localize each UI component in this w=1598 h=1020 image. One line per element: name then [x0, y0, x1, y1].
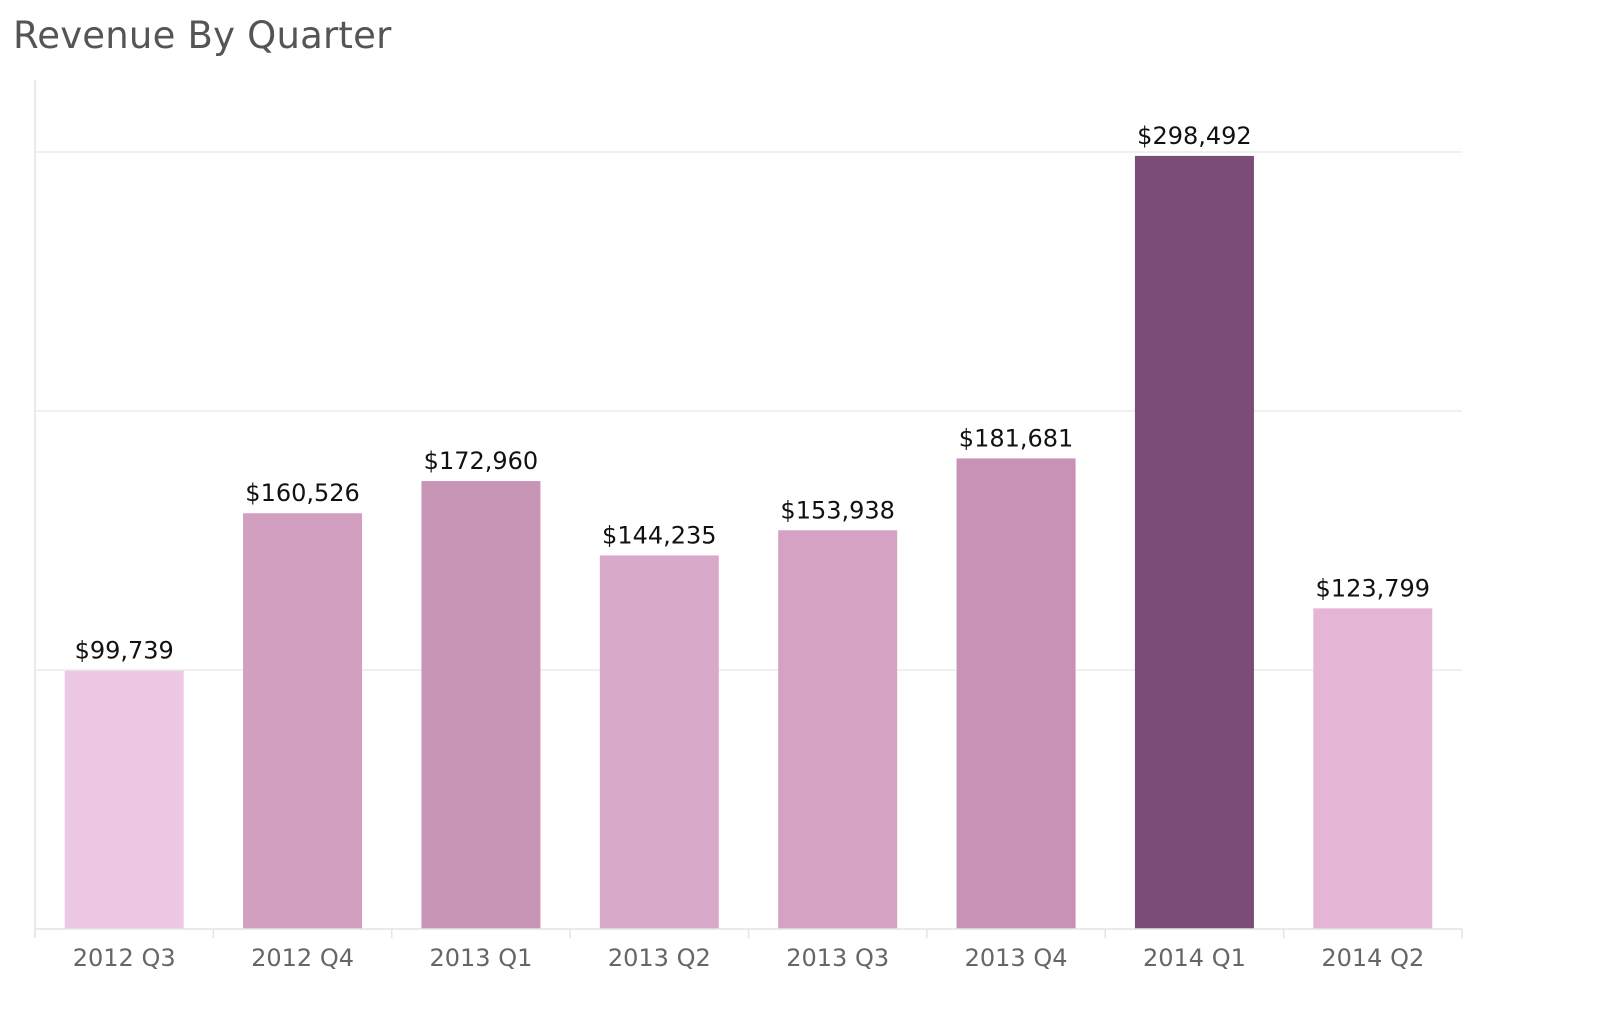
bar-2013-q1[interactable] [421, 481, 541, 929]
x-tick-label: 2012 Q4 [251, 944, 354, 972]
bar-2014-q1[interactable] [1134, 155, 1254, 930]
value-label: $160,526 [245, 479, 360, 507]
x-tick-label: 2013 Q2 [608, 944, 711, 972]
value-label: $172,960 [424, 447, 539, 475]
value-label: $153,938 [780, 496, 895, 524]
value-label: $99,739 [75, 637, 174, 665]
value-label: $144,235 [602, 521, 717, 549]
value-label: $181,681 [959, 424, 1074, 452]
value-labels: $99,739 $160,526 $172,960 $144,235 $153,938 $… [75, 122, 1431, 665]
bar-2013-q2[interactable] [599, 555, 719, 929]
x-axis: 2012 Q3 2012 Q4 2013 Q1 2013 Q2 2013 Q3 2013 … [34, 928, 1463, 972]
bar-2013-q4[interactable] [956, 458, 1076, 929]
value-label: $298,492 [1137, 122, 1252, 150]
bars [64, 155, 1433, 930]
x-tick-label: 2014 Q2 [1321, 944, 1424, 972]
bar-2013-q3[interactable] [778, 530, 898, 929]
x-tick-label: 2013 Q1 [430, 944, 533, 972]
bar-2012-q3[interactable] [64, 670, 184, 929]
x-tick-label: 2013 Q4 [965, 944, 1068, 972]
chart-title: Revenue By Quarter [13, 14, 392, 57]
x-tick-label: 2013 Q3 [786, 944, 889, 972]
bar-2012-q4[interactable] [243, 513, 363, 929]
value-label: $123,799 [1316, 574, 1431, 602]
x-tick-label: 2014 Q1 [1143, 944, 1246, 972]
x-tick-label: 2012 Q3 [73, 944, 176, 972]
bar-2014-q2[interactable] [1313, 608, 1433, 929]
